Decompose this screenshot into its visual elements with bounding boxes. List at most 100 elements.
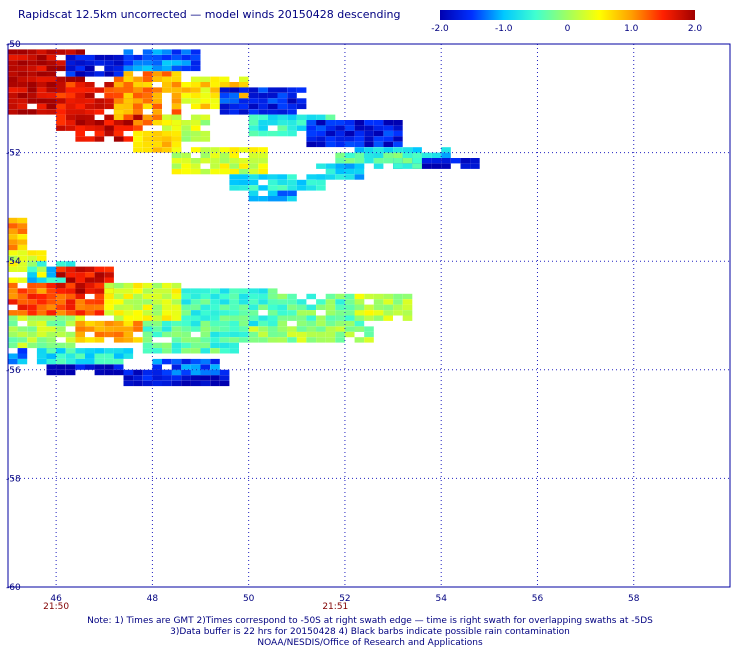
wind-cell xyxy=(65,282,76,289)
wind-cell xyxy=(133,315,143,321)
wind-cell xyxy=(113,92,124,99)
wind-cell xyxy=(402,163,413,169)
wind-cell xyxy=(85,337,95,343)
wind-cell xyxy=(113,114,124,120)
wind-cell xyxy=(248,174,259,180)
wind-cell xyxy=(27,266,37,272)
wind-cell xyxy=(239,326,249,332)
wind-cell xyxy=(325,326,336,332)
wind-cell xyxy=(219,342,230,349)
wind-cell xyxy=(152,299,162,305)
wind-cell xyxy=(267,87,278,93)
wind-cell xyxy=(267,288,278,294)
wind-cell xyxy=(460,158,471,164)
wind-cell xyxy=(306,114,316,120)
wind-cell xyxy=(344,158,355,164)
wind-cell xyxy=(219,152,230,158)
wind-cell xyxy=(229,293,239,300)
wind-cell xyxy=(248,163,259,169)
wind-cell xyxy=(239,331,249,338)
wind-cell xyxy=(219,87,230,93)
wind-cell xyxy=(94,282,105,289)
wind-cell xyxy=(239,158,249,164)
wind-cell xyxy=(152,331,162,338)
wind-cell xyxy=(17,65,28,72)
wind-cell xyxy=(85,304,95,310)
wind-cell xyxy=(190,158,201,164)
wind-cell xyxy=(56,315,66,321)
wind-cell xyxy=(171,348,182,354)
wind-cell xyxy=(383,141,393,148)
wind-cell xyxy=(17,353,28,359)
wind-cell xyxy=(8,358,18,365)
wind-cell xyxy=(287,304,297,310)
wind-cell xyxy=(364,152,374,158)
wind-cell xyxy=(200,76,211,82)
wind-cell xyxy=(364,315,374,321)
wind-cell xyxy=(133,120,143,126)
wind-cell xyxy=(200,87,211,93)
wind-cell-region-lower xyxy=(46,364,124,376)
wind-cell xyxy=(46,304,57,310)
wind-cell xyxy=(181,342,191,349)
wind-cell xyxy=(104,277,114,283)
wind-cell xyxy=(296,185,307,191)
wind-cell xyxy=(210,92,220,99)
wind-cell xyxy=(181,288,191,294)
wind-cell xyxy=(46,315,57,321)
wind-cell xyxy=(133,326,143,332)
wind-cell xyxy=(354,147,365,153)
wind-cell xyxy=(190,136,201,142)
wind-cell xyxy=(123,92,134,99)
wind-cell xyxy=(94,103,105,110)
wind-cell xyxy=(267,331,278,338)
wind-cell xyxy=(75,348,85,354)
colorbar-tick-label: 0 xyxy=(565,24,571,34)
x-tick-label: 46 xyxy=(50,594,62,604)
wind-cell xyxy=(190,125,201,131)
wind-cell xyxy=(152,342,162,349)
wind-cell xyxy=(171,49,182,55)
wind-cell xyxy=(123,49,134,55)
wind-cell xyxy=(171,380,182,387)
wind-cell xyxy=(27,342,37,349)
wind-cell xyxy=(190,364,201,370)
wind-cell xyxy=(75,293,85,300)
wind-cell xyxy=(123,109,134,115)
wind-cell xyxy=(162,326,172,332)
wind-cell xyxy=(325,310,336,316)
wind-cell xyxy=(113,315,124,321)
wind-cell xyxy=(171,103,182,110)
wind-cell xyxy=(277,185,288,191)
wind-cell xyxy=(277,120,288,126)
wind-cell xyxy=(335,130,345,137)
wind-cell xyxy=(296,103,307,110)
wind-cell xyxy=(142,310,153,316)
wind-cell xyxy=(27,299,37,305)
wind-cell xyxy=(123,125,134,131)
wind-cell xyxy=(152,141,162,148)
wind-cell xyxy=(94,71,105,77)
wind-cell xyxy=(200,337,211,343)
wind-cell xyxy=(8,244,18,251)
wind-cell-region-lower xyxy=(248,326,374,343)
wind-cell xyxy=(27,92,37,99)
wind-cell xyxy=(296,98,307,104)
wind-cell xyxy=(162,54,172,61)
wind-cell xyxy=(373,158,384,164)
wind-cell xyxy=(335,152,345,158)
wind-cell xyxy=(344,320,355,327)
wind-cell xyxy=(412,147,422,153)
x-tick-label: 56 xyxy=(532,594,544,604)
wind-cell xyxy=(142,369,153,376)
wind-cell xyxy=(210,76,220,82)
wind-cell xyxy=(239,299,249,305)
wind-cell xyxy=(229,185,239,191)
wind-cell xyxy=(65,71,76,77)
wind-cell xyxy=(219,82,230,88)
wind-cell xyxy=(152,288,162,294)
wind-cell xyxy=(393,130,403,137)
wind-cell xyxy=(229,103,239,110)
wind-cell xyxy=(373,147,384,153)
wind-cell xyxy=(190,320,201,327)
